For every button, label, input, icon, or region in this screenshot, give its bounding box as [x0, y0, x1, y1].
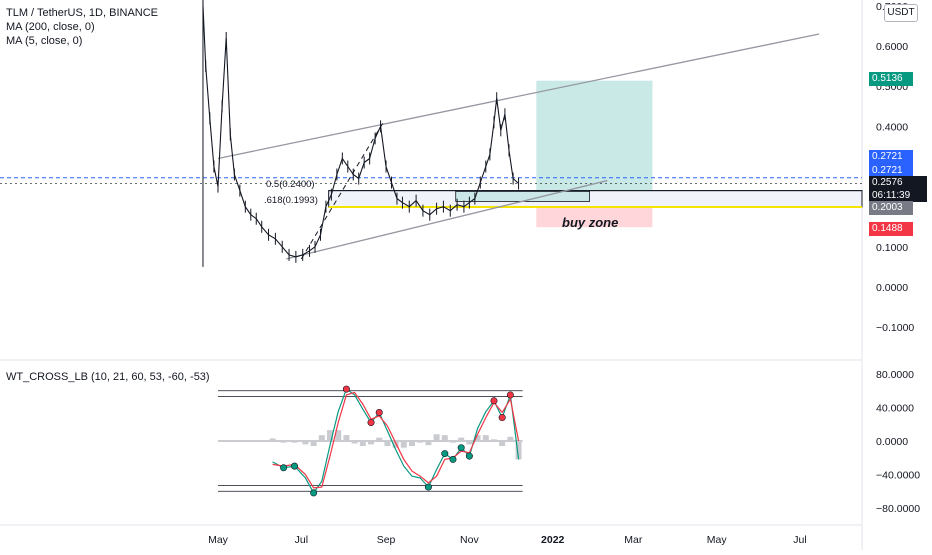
oscillator-histogram-bar [310, 441, 317, 447]
cross-marker [342, 385, 350, 393]
price-axis-tick: −0.1000 [876, 322, 914, 334]
oscillator-histogram-bar [351, 441, 358, 444]
time-axis-tick: 2022 [541, 534, 565, 546]
price-axis-tick: 0.4000 [876, 121, 908, 133]
legend-ma5[interactable]: MA (5, close, 0) [6, 35, 83, 47]
fib-label-618: .618(0.1993) [264, 195, 318, 206]
oscillator-histogram-bar [280, 441, 287, 443]
cross-marker [310, 489, 318, 497]
oscillator-histogram-bar [474, 435, 481, 441]
channel-lower-line [286, 179, 608, 260]
oscillator-histogram-bar [458, 437, 465, 441]
buy-zone-box [328, 190, 863, 208]
time-axis-tick: Sep [377, 534, 396, 546]
channel-upper-line [217, 33, 820, 160]
chart-title[interactable]: TLM / TetherUS, 1D, BINANCE [6, 7, 159, 19]
oscillator-histogram-bar [368, 441, 375, 445]
oscillator-histogram-bar [417, 441, 424, 443]
cross-marker [424, 483, 432, 491]
price-axis-tick: 0.0000 [876, 282, 908, 294]
cross-marker [291, 462, 299, 470]
oscillator-histogram-bar [425, 441, 432, 446]
oscillator-axis-tick: 80.0000 [876, 369, 914, 381]
oscillator-histogram-bar [318, 435, 325, 441]
time-axis-tick: Nov [460, 534, 479, 546]
oscillator-histogram-bar [482, 435, 489, 441]
cross-marker [506, 391, 514, 399]
stop-zone [536, 206, 653, 228]
oscillator-histogram-bar [400, 441, 407, 448]
countdown-value: 06:11:39 [872, 190, 911, 201]
oscillator-histogram-bar [490, 439, 497, 441]
cross-marker [280, 464, 288, 472]
currency-button[interactable]: USDT [884, 4, 918, 22]
price-axis-tick: 0.1000 [876, 242, 908, 254]
oscillator-axis-tick: 0.0000 [876, 436, 908, 448]
price-axis-tick: 0.6000 [876, 41, 908, 53]
wt2-line [272, 391, 520, 489]
cross-marker [465, 452, 473, 460]
last-price-tag: 0.2576 06:11:39 [869, 176, 927, 202]
price-tag-1: 0.2721 [869, 150, 913, 164]
price-tag-2: 0.2721 [869, 164, 913, 178]
wt1-line [272, 388, 520, 495]
oscillator-histogram-bar [466, 441, 473, 445]
oscillator-histogram-bar [507, 436, 514, 441]
oscillator-histogram-bar [359, 441, 366, 447]
legend-ma200[interactable]: MA (200, close, 0) [6, 21, 95, 33]
oscillator-title[interactable]: WT_CROSS_LB (10, 21, 60, 53, -60, -53) [6, 371, 210, 383]
oscillator-histogram-bar [441, 435, 448, 441]
cross-marker [490, 397, 498, 405]
time-axis-tick: Jul [295, 534, 308, 546]
ma-price-tag: 0.2003 [869, 201, 913, 215]
oscillator-histogram-bar [343, 435, 350, 441]
oscillator-histogram-bar [409, 441, 415, 447]
cross-marker [498, 414, 506, 422]
oscillator-histogram-bar [376, 437, 383, 441]
oscillator-histogram-bar [291, 441, 298, 443]
oscillator-histogram-bar [269, 438, 276, 441]
oscillator-histogram-bar [515, 441, 522, 460]
last-price-value: 0.2576 [872, 177, 903, 188]
oscillator-histogram-bar [335, 430, 342, 441]
cross-marker [449, 455, 457, 463]
cross-marker [457, 444, 465, 452]
buy-zone-label: buy zone [562, 215, 619, 230]
fib-label-05: 0.5(0.2400) [266, 179, 315, 190]
time-axis-tick: Jul [793, 534, 806, 546]
cross-marker [367, 419, 375, 427]
oscillator-histogram-bar [433, 434, 440, 441]
time-axis-tick: May [707, 534, 728, 546]
cross-marker [441, 450, 449, 458]
stop-price-tag: 0.1488 [869, 222, 913, 236]
oscillator-histogram-bar [499, 441, 506, 447]
oscillator-histogram-bar [392, 441, 399, 448]
oscillator-axis-tick: −80.0000 [876, 503, 920, 515]
target-price-tag: 0.5136 [869, 72, 913, 86]
oscillator-axis-tick: 40.0000 [876, 403, 914, 415]
oscillator-histogram-bar [449, 441, 456, 443]
oscillator-axis-tick: −40.0000 [876, 470, 920, 482]
oscillator-histogram-bar [327, 430, 334, 441]
time-axis-tick: May [208, 534, 229, 546]
time-axis-tick: Mar [624, 534, 643, 546]
oscillator-histogram-bar [384, 441, 391, 447]
cross-marker [375, 409, 383, 417]
target-zone [536, 80, 653, 207]
oscillator-histogram-bar [302, 441, 309, 445]
